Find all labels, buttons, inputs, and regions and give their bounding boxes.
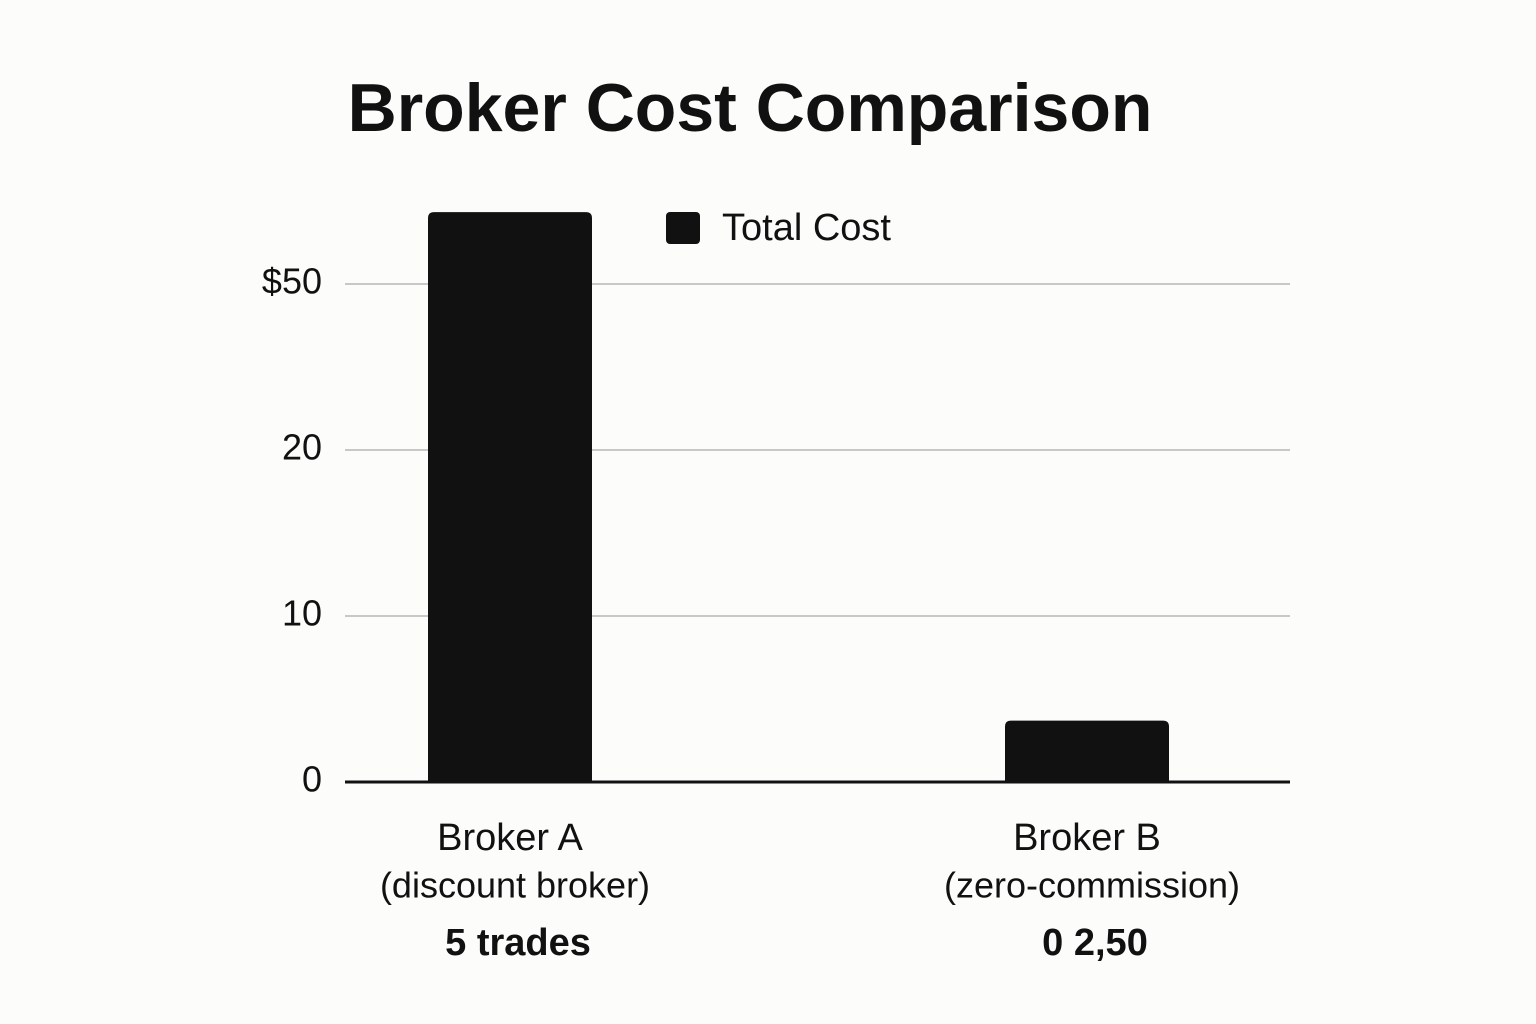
x-tick-note: 5 trades [445, 922, 591, 964]
y-tick-label: 20 [282, 427, 322, 468]
bar [428, 212, 592, 783]
y-tick-label: 10 [282, 593, 322, 634]
x-tick-label: Broker B [1013, 817, 1161, 859]
x-tick-sublabel: (zero-commission) [944, 865, 1240, 906]
x-tick-note: 0 2,50 [1042, 922, 1148, 964]
y-tick-label: 0 [302, 759, 322, 800]
legend-label: Total Cost [722, 207, 891, 249]
bar [1005, 720, 1169, 782]
legend-swatch [666, 212, 700, 244]
x-tick-label: Broker A [437, 817, 583, 859]
x-tick-sublabel: (discount broker) [380, 865, 650, 906]
chart-title: Broker Cost Comparison [348, 70, 1153, 146]
y-tick-label: $50 [262, 261, 322, 302]
